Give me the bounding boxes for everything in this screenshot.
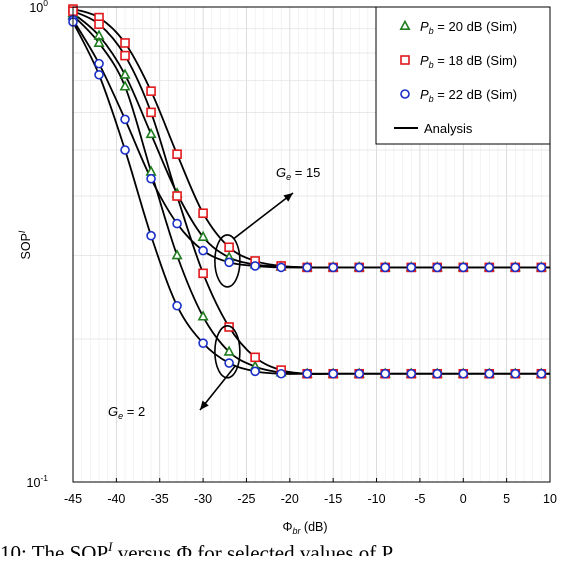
- data-point-square: [198, 208, 208, 219]
- data-point-circle: [172, 218, 182, 229]
- data-point-circle: [198, 245, 208, 256]
- data-point-circle: [380, 368, 391, 379]
- data-point-circle: [198, 338, 208, 348]
- x-tick-label: -30: [194, 492, 212, 506]
- y-axis-label: SOPI: [17, 230, 33, 259]
- data-point-square: [120, 38, 130, 48]
- data-point-circle: [432, 368, 443, 379]
- data-point-circle: [328, 262, 338, 273]
- data-point-square: [198, 268, 208, 279]
- data-point-square: [400, 55, 410, 65]
- data-point-circle: [94, 58, 104, 69]
- data-point-circle: [432, 262, 443, 273]
- x-tick-label: -15: [324, 492, 342, 506]
- data-point-circle: [536, 368, 547, 379]
- x-tick-label: 10: [543, 492, 557, 506]
- data-point-triangle: [145, 127, 157, 139]
- data-point-square: [250, 352, 260, 363]
- data-point-triangle: [399, 19, 411, 31]
- data-point-circle: [484, 262, 495, 273]
- x-tick-label: -40: [107, 492, 125, 506]
- annotation-arrow: [232, 192, 294, 240]
- caption-fragment: 10: The SOPI versus Φ for selected value…: [0, 539, 393, 556]
- data-point-circle: [146, 230, 156, 241]
- data-point-circle: [224, 358, 234, 368]
- annotation-arrowhead: [283, 193, 293, 202]
- x-tick-label: -20: [281, 492, 299, 506]
- data-point-circle: [224, 257, 234, 268]
- data-point-square: [224, 242, 234, 253]
- annotation-ellipse: [214, 324, 241, 379]
- legend-entry-label: Analysis: [424, 121, 473, 136]
- data-point-triangle: [119, 68, 131, 79]
- annotation-ellipse: [214, 234, 241, 288]
- data-point-circle: [120, 114, 130, 125]
- data-point-circle: [354, 262, 365, 273]
- data-point-square: [94, 19, 104, 30]
- annotation-arrowhead: [200, 400, 209, 410]
- data-point-triangle: [197, 230, 209, 241]
- legend-entry-label: Pb = 18 dB (Sim): [420, 53, 517, 70]
- x-tick-label: -5: [414, 492, 425, 506]
- data-point-circle: [484, 368, 495, 379]
- x-tick-label: -45: [64, 492, 82, 506]
- x-axis-label: Φbr (dB): [282, 520, 327, 536]
- x-tick-label: 5: [503, 492, 510, 506]
- annotation-arrow: [199, 365, 236, 411]
- data-point-circle: [302, 368, 312, 379]
- data-point-circle: [406, 368, 417, 379]
- data-point-circle: [406, 262, 417, 273]
- data-point-triangle: [119, 80, 131, 91]
- legend-entry-label: Pb = 20 dB (Sim): [420, 19, 517, 36]
- data-point-square: [146, 86, 156, 96]
- data-point-triangle: [171, 249, 183, 260]
- x-tick-label: -35: [151, 492, 169, 506]
- data-point-triangle: [223, 345, 235, 356]
- data-point-square: [172, 191, 182, 201]
- data-point-circle: [172, 300, 182, 311]
- data-point-circle: [120, 145, 130, 155]
- x-tick-label: -10: [368, 492, 386, 506]
- data-point-circle: [536, 262, 547, 273]
- data-point-circle: [380, 262, 391, 273]
- data-point-circle: [328, 368, 338, 379]
- data-point-circle: [276, 262, 286, 273]
- y-tick-label: 100: [29, 0, 48, 15]
- data-point-circle: [302, 262, 312, 273]
- x-tick-label: -25: [237, 492, 255, 506]
- data-point-triangle: [197, 310, 209, 321]
- data-point-square: [146, 107, 156, 118]
- annotation-label: Ge = 2: [108, 404, 145, 421]
- data-point-circle: [276, 368, 286, 379]
- y-tick-label: 10-1: [27, 473, 49, 490]
- data-point-circle: [458, 368, 469, 379]
- data-point-circle: [510, 368, 521, 379]
- plot-frame: [72, 6, 551, 483]
- x-tick-label: 0: [460, 492, 467, 506]
- data-point-circle: [94, 69, 104, 80]
- data-point-circle: [250, 261, 260, 271]
- data-point-circle: [458, 262, 469, 273]
- data-point-square: [120, 50, 130, 61]
- data-point-circle: [250, 366, 260, 377]
- data-point-square: [172, 149, 182, 159]
- data-point-circle: [510, 262, 521, 273]
- data-point-triangle: [93, 36, 105, 47]
- data-point-circle: [354, 368, 365, 379]
- legend-entry-label: Pb = 22 dB (Sim): [420, 87, 517, 104]
- annotation-label: Ge = 15: [276, 165, 320, 182]
- data-point-circle: [400, 89, 410, 99]
- data-point-circle: [146, 173, 156, 184]
